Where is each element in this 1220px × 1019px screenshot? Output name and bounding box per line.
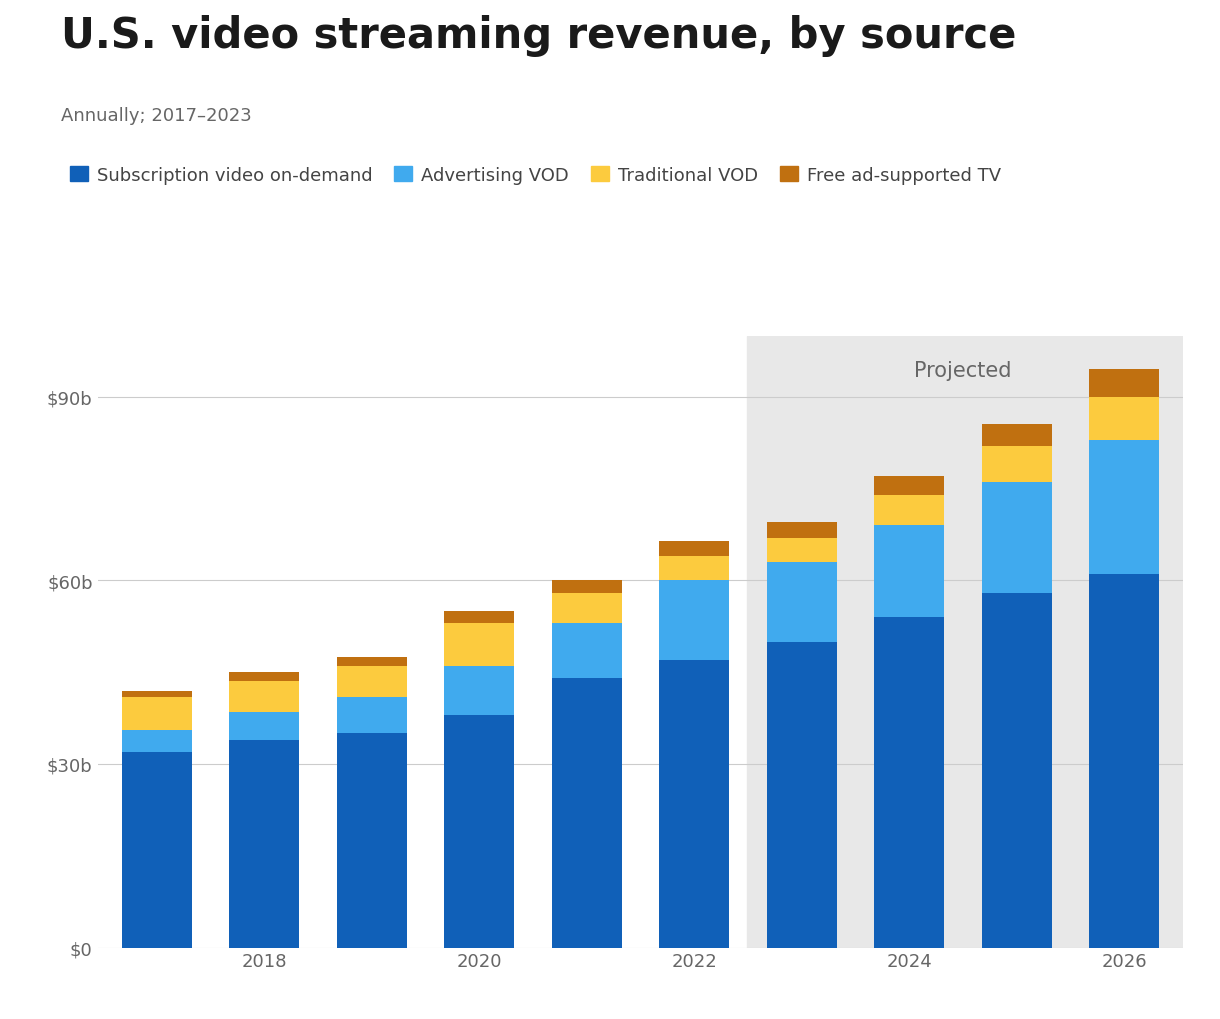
Bar bbox=[337, 697, 406, 734]
Bar bbox=[1089, 397, 1159, 440]
Text: U.S. video streaming revenue, by source: U.S. video streaming revenue, by source bbox=[61, 15, 1016, 57]
Bar bbox=[659, 660, 730, 948]
Bar bbox=[982, 446, 1052, 483]
Bar bbox=[982, 425, 1052, 446]
Bar bbox=[767, 523, 837, 538]
Bar bbox=[337, 657, 406, 666]
Bar bbox=[444, 715, 514, 948]
Bar bbox=[551, 593, 622, 624]
Bar bbox=[551, 581, 622, 593]
Bar bbox=[337, 666, 406, 697]
Bar bbox=[551, 624, 622, 679]
Bar bbox=[229, 673, 299, 682]
Legend: Subscription video on-demand, Advertising VOD, Traditional VOD, Free ad-supporte: Subscription video on-demand, Advertisin… bbox=[70, 167, 1000, 184]
Text: Projected: Projected bbox=[914, 361, 1011, 381]
Bar bbox=[444, 611, 514, 624]
Text: Annually; 2017–2023: Annually; 2017–2023 bbox=[61, 107, 251, 125]
Bar bbox=[748, 336, 1200, 948]
Bar bbox=[1089, 575, 1159, 948]
Bar bbox=[229, 682, 299, 712]
Bar bbox=[122, 731, 192, 752]
Bar bbox=[229, 712, 299, 740]
Bar bbox=[122, 691, 192, 697]
Bar bbox=[444, 666, 514, 715]
Bar bbox=[659, 581, 730, 660]
Bar bbox=[875, 618, 944, 948]
Bar bbox=[1089, 370, 1159, 397]
Bar bbox=[229, 740, 299, 948]
Bar bbox=[337, 734, 406, 948]
Bar bbox=[982, 483, 1052, 593]
Bar bbox=[767, 562, 837, 642]
Bar bbox=[982, 593, 1052, 948]
Bar bbox=[1089, 440, 1159, 575]
Bar bbox=[875, 495, 944, 526]
Bar bbox=[875, 526, 944, 618]
Bar bbox=[122, 697, 192, 731]
Bar bbox=[875, 477, 944, 495]
Bar bbox=[444, 624, 514, 666]
Bar bbox=[767, 642, 837, 948]
Bar bbox=[659, 556, 730, 581]
Bar bbox=[659, 541, 730, 556]
Bar bbox=[122, 752, 192, 948]
Bar bbox=[551, 679, 622, 948]
Bar bbox=[767, 538, 837, 562]
